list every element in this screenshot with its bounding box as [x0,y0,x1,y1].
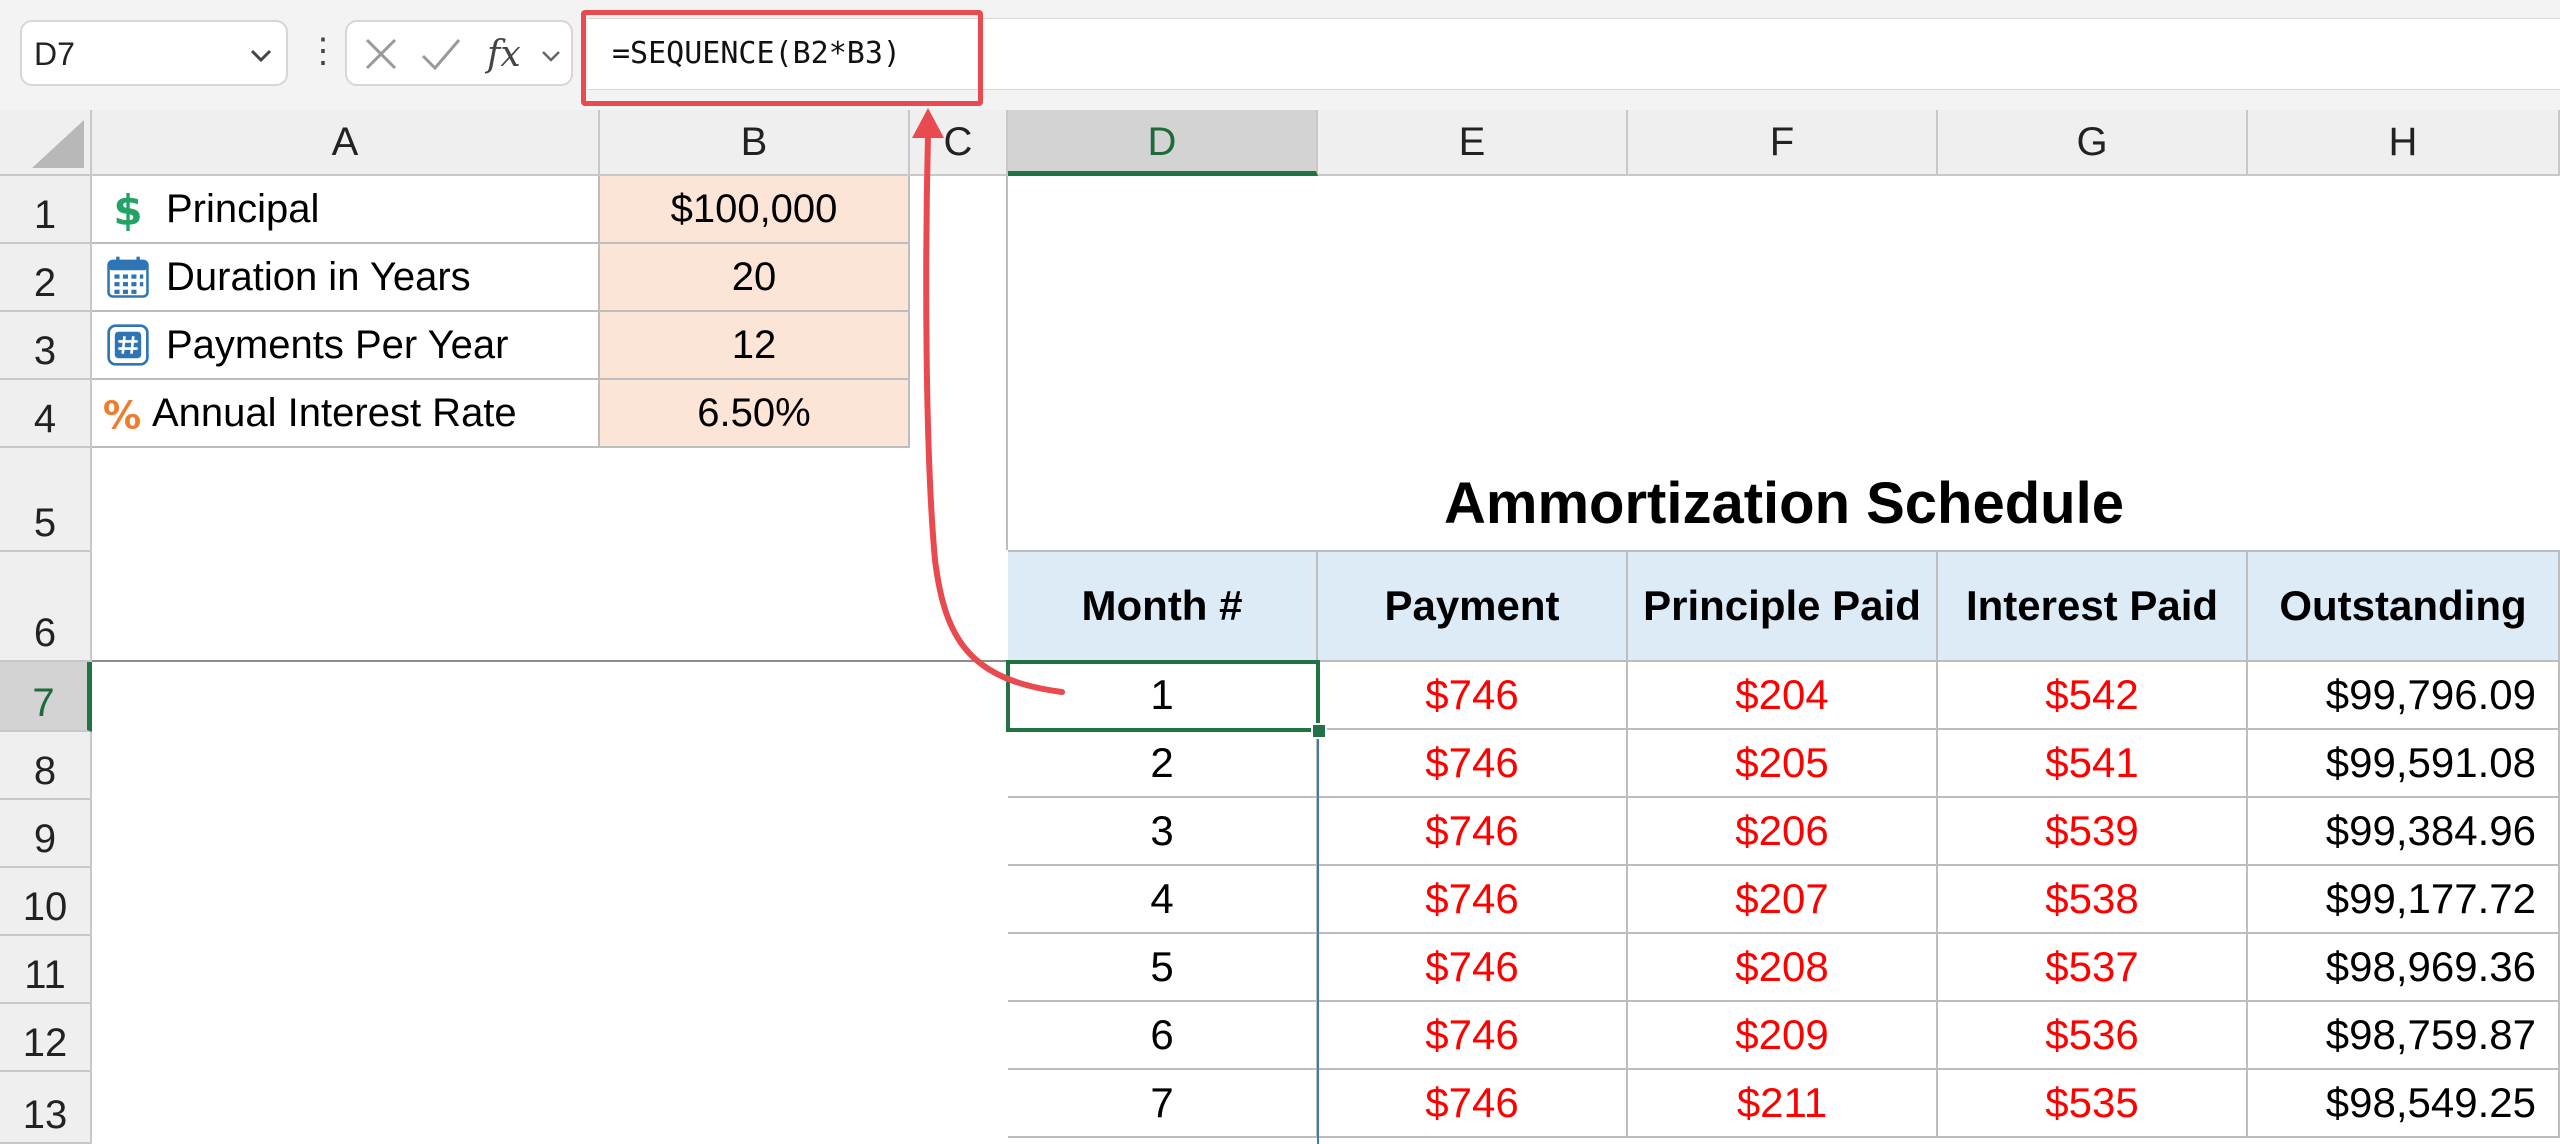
column-header-f[interactable]: F [1628,110,1938,176]
month-cell[interactable]: 7 [1008,1070,1318,1138]
row-header-4[interactable]: 4 [0,380,92,448]
interest-paid-cell[interactable]: $542 [1938,662,2248,730]
formula-highlight-box [581,10,983,106]
insert-function-icon[interactable]: fx [487,34,521,75]
principle-paid-cell[interactable]: $205 [1628,730,1938,798]
row-header-5[interactable]: 5 [0,448,92,552]
header-outstanding[interactable]: Outstanding [2248,550,2560,662]
input-label-payments[interactable]: Payments Per Year [92,312,600,380]
row-header-2[interactable]: 2 [0,244,92,312]
input-value-payments[interactable]: 12 [600,312,910,380]
input-label-text: Principal [166,186,320,231]
formula-controls: fx [345,20,573,86]
input-value-interest[interactable]: 6.50% [600,380,910,448]
hash-icon [106,323,150,367]
interest-paid-cell[interactable]: $536 [1938,1002,2248,1070]
more-options-icon[interactable]: ⋮ [306,32,340,70]
row-divider [92,660,1008,662]
month-cell[interactable]: 3 [1008,798,1318,866]
name-box[interactable]: D7 [20,20,288,86]
month-cell[interactable]: 2 [1008,730,1318,798]
column-header-c[interactable]: C [910,110,1008,176]
chevron-down-icon[interactable] [539,44,563,68]
row-header-13[interactable]: 13 [0,1072,92,1144]
svg-text:%: % [103,393,141,435]
outstanding-cell[interactable]: $99,177.72 [2248,866,2560,934]
column-header-e[interactable]: E [1318,110,1628,176]
outstanding-cell[interactable]: $98,759.87 [2248,1002,2560,1070]
column-header-b[interactable]: B [600,110,910,176]
cancel-icon[interactable] [361,34,401,74]
row-header-8[interactable]: 8 [0,732,92,800]
input-value-principal[interactable]: $100,000 [600,176,910,244]
schedule-title: Ammortization Schedule [1444,470,2124,536]
spill-range-border [1317,735,1319,1144]
row-header-3[interactable]: 3 [0,312,92,380]
row-header-1[interactable]: 1 [0,176,92,244]
formula-text: =SEQUENCE(B2*B3) [612,36,901,71]
payment-cell[interactable]: $746 [1318,730,1628,798]
column-header-d[interactable]: D [1008,110,1318,176]
column-header-g[interactable]: G [1938,110,2248,176]
principle-paid-cell[interactable]: $209 [1628,1002,1938,1070]
interest-paid-cell[interactable]: $537 [1938,934,2248,1002]
header-interest-paid[interactable]: Interest Paid [1938,550,2248,662]
payment-cell[interactable]: $746 [1318,934,1628,1002]
principle-paid-cell[interactable]: $206 [1628,798,1938,866]
interest-paid-cell[interactable]: $535 [1938,1070,2248,1138]
input-label-text: Duration in Years [166,254,471,299]
row-header-7[interactable]: 7 [0,662,92,732]
interest-paid-cell[interactable]: $541 [1938,730,2248,798]
payment-cell[interactable]: $746 [1318,662,1628,730]
column-header-a[interactable]: A [92,110,600,176]
percent-icon: % [100,391,144,435]
interest-paid-cell[interactable]: $539 [1938,798,2248,866]
formula-input[interactable] [588,18,2560,90]
input-label-principal[interactable]: $ Principal [92,176,600,244]
outstanding-cell[interactable]: $99,591.08 [2248,730,2560,798]
calendar-icon [106,255,150,299]
month-cell[interactable]: 4 [1008,866,1318,934]
input-label-text: Annual Interest Rate [152,390,517,435]
select-all-button[interactable] [0,110,92,176]
outstanding-cell[interactable]: $98,969.36 [2248,934,2560,1002]
principle-paid-cell[interactable]: $208 [1628,934,1938,1002]
principle-paid-cell[interactable]: $204 [1628,662,1938,730]
input-label-duration[interactable]: Duration in Years [92,244,600,312]
input-label-text: Payments Per Year [166,322,509,367]
payment-cell[interactable]: $746 [1318,1070,1628,1138]
name-box-value: D7 [34,36,75,72]
svg-text:$: $ [113,187,142,231]
header-month[interactable]: Month # [1008,550,1318,662]
row-header-6[interactable]: 6 [0,552,92,662]
active-cell-selection [1006,660,1320,732]
row-header-11[interactable]: 11 [0,936,92,1004]
principle-paid-cell[interactable]: $211 [1628,1070,1938,1138]
row-header-9[interactable]: 9 [0,800,92,868]
header-payment[interactable]: Payment [1318,550,1628,662]
select-all-triangle-icon [32,120,84,168]
fill-handle[interactable] [1311,723,1327,739]
enter-check-icon[interactable] [419,34,463,74]
row-header-12[interactable]: 12 [0,1004,92,1072]
input-value-duration[interactable]: 20 [600,244,910,312]
outstanding-cell[interactable]: $99,384.96 [2248,798,2560,866]
outstanding-cell[interactable]: $99,796.09 [2248,662,2560,730]
outstanding-cell[interactable]: $98,549.25 [2248,1070,2560,1138]
row-header-10[interactable]: 10 [0,868,92,936]
principle-paid-cell[interactable]: $207 [1628,866,1938,934]
month-cell[interactable]: 6 [1008,1002,1318,1070]
interest-paid-cell[interactable]: $538 [1938,866,2248,934]
payment-cell[interactable]: $746 [1318,1002,1628,1070]
payment-cell[interactable]: $746 [1318,798,1628,866]
month-cell[interactable]: 5 [1008,934,1318,1002]
column-header-h[interactable]: H [2248,110,2560,176]
input-label-interest[interactable]: % Annual Interest Rate [92,380,600,448]
dollar-icon: $ [106,187,150,231]
header-principle-paid[interactable]: Principle Paid [1628,550,1938,662]
chevron-down-icon[interactable] [246,40,276,70]
formula-bar: D7 ⋮ fx =SEQUENCE(B2*B3) [0,0,2560,110]
payment-cell[interactable]: $746 [1318,866,1628,934]
